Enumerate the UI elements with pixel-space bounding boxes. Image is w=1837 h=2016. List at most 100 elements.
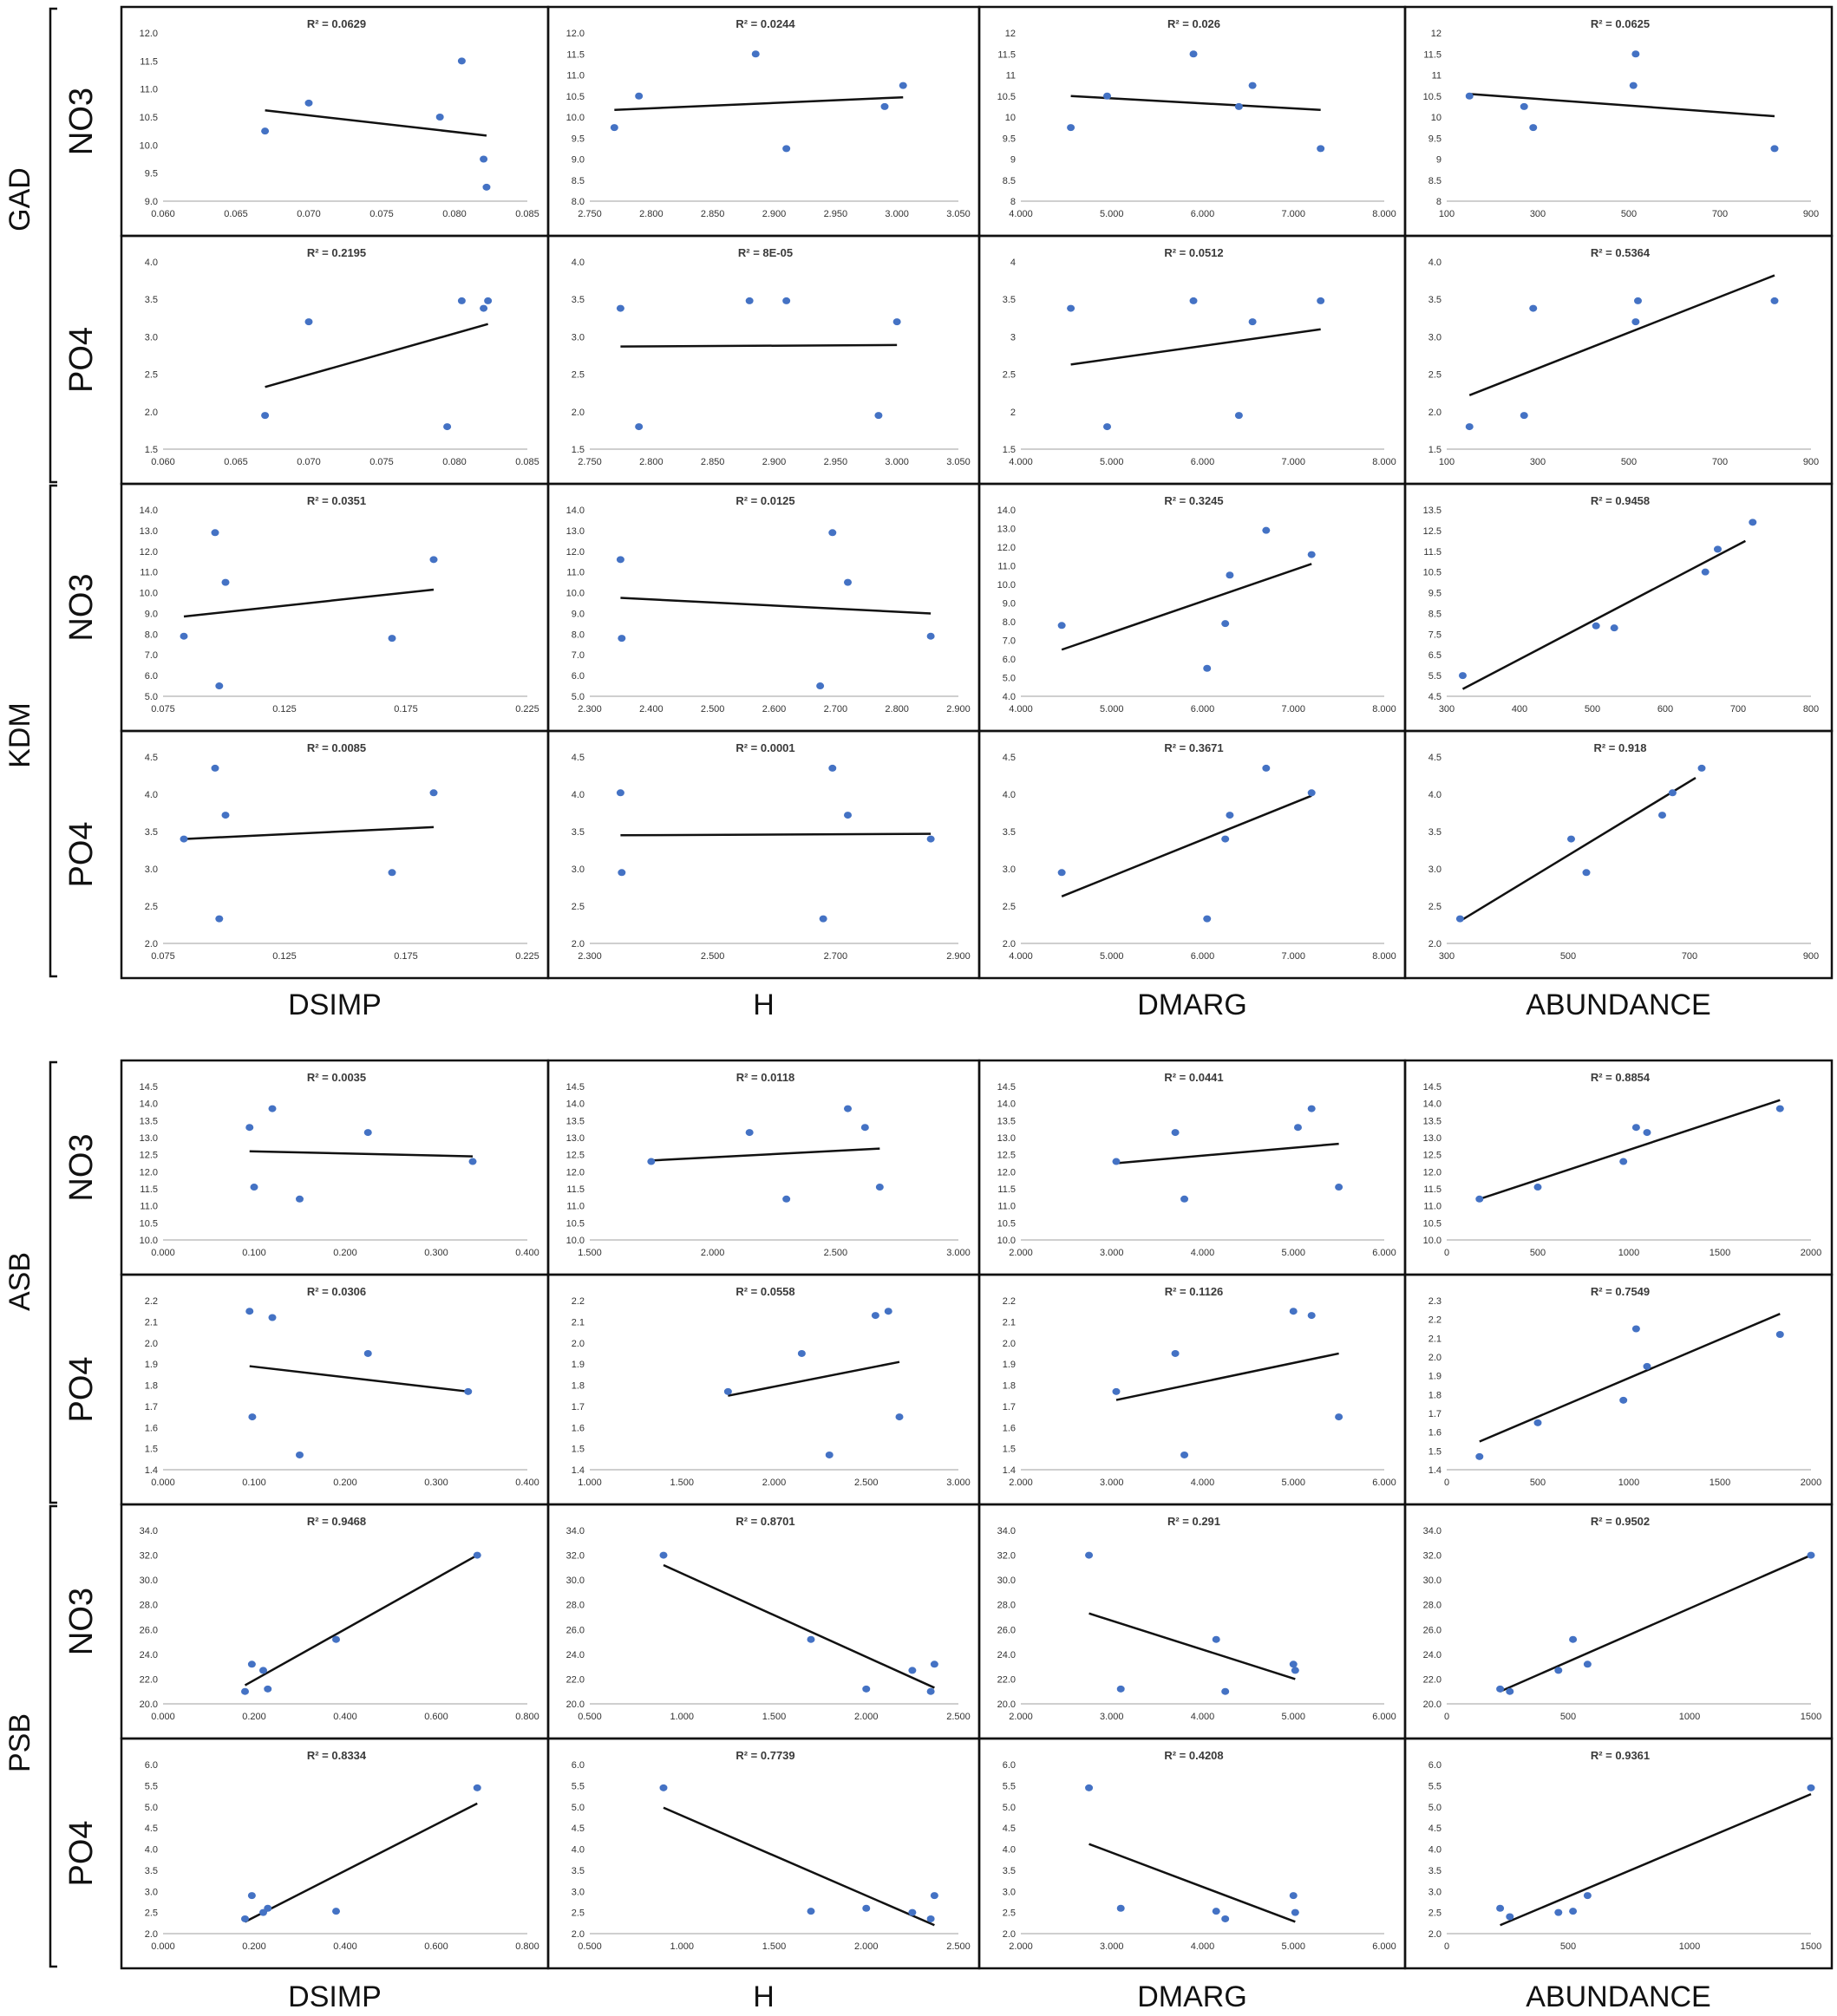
y-tick-label: 3.5 xyxy=(1428,1866,1441,1876)
data-point xyxy=(388,869,396,877)
y-tick-label: 8.0 xyxy=(1003,617,1016,628)
data-point xyxy=(1307,551,1316,558)
y-tick-label: 2.0 xyxy=(145,408,158,418)
data-point xyxy=(1203,664,1212,672)
data-point xyxy=(1554,1667,1563,1674)
data-point xyxy=(635,92,644,100)
data-point xyxy=(215,682,224,690)
data-point xyxy=(1569,1635,1578,1643)
x-tick-label: 3.000 xyxy=(946,1478,971,1488)
x-tick-label: 2.500 xyxy=(824,1248,848,1258)
data-point xyxy=(616,556,624,564)
r-squared-label: R² = 0.7739 xyxy=(735,1749,794,1762)
data-point xyxy=(844,1105,852,1112)
y-tick-label: 1.7 xyxy=(1428,1409,1441,1419)
y-tick-label: 22.0 xyxy=(566,1674,585,1685)
x-tick-label: 0.200 xyxy=(333,1478,357,1488)
panel-frame xyxy=(546,482,981,733)
x-tick-label: 2.000 xyxy=(1009,1478,1033,1488)
x-tick-label: 4.000 xyxy=(1009,209,1033,219)
y-tick-label: 14.0 xyxy=(140,506,158,516)
data-point xyxy=(1291,1908,1299,1916)
x-tick-label: 2.000 xyxy=(762,1478,787,1488)
panel-frame xyxy=(977,1059,1407,1276)
y-tick-label: 2.0 xyxy=(572,1929,585,1940)
y-tick-label: 13.0 xyxy=(140,526,158,537)
y-tick-label: 3.0 xyxy=(145,864,158,875)
x-tick-label: 0.175 xyxy=(394,704,418,714)
r-squared-label: R² = 0.9458 xyxy=(1591,494,1650,507)
data-point xyxy=(1203,915,1212,923)
y-tick-label: 14.5 xyxy=(566,1082,585,1093)
x-tick-label: 2.850 xyxy=(701,457,725,467)
x-tick-label: 1500 xyxy=(1801,1712,1821,1722)
y-tick-label: 8.5 xyxy=(1003,176,1016,186)
data-point xyxy=(926,835,935,843)
data-point xyxy=(1529,124,1538,132)
data-point xyxy=(616,789,624,797)
y-tick-label: 10.5 xyxy=(1423,568,1441,578)
y-tick-label: 1.4 xyxy=(572,1465,585,1476)
data-point xyxy=(1085,1784,1094,1791)
bracket-psb xyxy=(49,1504,57,1968)
x-tick-label: 6.000 xyxy=(1191,457,1215,467)
data-point xyxy=(875,1184,884,1191)
x-tick-label: 2.850 xyxy=(701,209,725,219)
y-tick-label: 4.5 xyxy=(1003,1824,1016,1834)
y-tick-label: 2.5 xyxy=(572,370,585,381)
data-point xyxy=(844,578,852,586)
trend-line xyxy=(1115,1352,1339,1401)
r-squared-label: R² = 0.9468 xyxy=(307,1515,366,1528)
y-tick-label: 6.0 xyxy=(1003,655,1016,665)
y-tick-label: 10.0 xyxy=(566,113,585,123)
data-point xyxy=(1533,1184,1542,1191)
data-point xyxy=(1116,1685,1125,1693)
y-tick-label: 26.0 xyxy=(566,1625,585,1635)
panel-psb-no3-abundance: 20.0 22.0 24.0 26.0 28.0 30.0 32.0 34.0 0 500 1000… xyxy=(1403,1503,1834,1740)
x-tick-label: 7.000 xyxy=(1281,704,1305,714)
y-tick-label: 2.2 xyxy=(1428,1315,1441,1326)
data-point xyxy=(1234,102,1243,110)
panel-frame xyxy=(546,1059,981,1276)
panel-frame xyxy=(1403,729,1834,980)
y-tick-label: 1.7 xyxy=(1003,1402,1016,1413)
y-tick-label: 2.0 xyxy=(1003,1339,1016,1349)
data-point xyxy=(247,1660,256,1668)
y-tick-label: 20.0 xyxy=(997,1700,1016,1710)
y-tick-label: 4.5 xyxy=(1003,753,1016,763)
y-tick-label: 3.0 xyxy=(1428,864,1441,875)
trend-line xyxy=(1061,794,1312,897)
data-point xyxy=(1643,1362,1651,1370)
y-tick-label: 11.5 xyxy=(997,1184,1016,1195)
y-tick-label: 10.5 xyxy=(997,1218,1016,1229)
x-tick-label: 500 xyxy=(1530,1248,1546,1258)
bracket-gad xyxy=(49,7,57,484)
data-point xyxy=(480,304,488,312)
panel-asb-no3-dmarg: 10.0 10.5 11.0 11.5 12.0 12.5 13.0 13.5 14.0 14.5… xyxy=(977,1059,1407,1276)
y-tick-label: 4.0 xyxy=(572,258,585,268)
x-tick-label: 0.400 xyxy=(333,1712,357,1722)
y-tick-label: 1.5 xyxy=(572,445,585,455)
x-tick-label: 0.085 xyxy=(515,457,539,467)
x-tick-label: 100 xyxy=(1439,209,1455,219)
x-tick-label: 600 xyxy=(1657,704,1673,714)
x-tick-label: 4.000 xyxy=(1191,1478,1215,1488)
trend-line xyxy=(265,323,488,388)
y-tick-label: 11.0 xyxy=(140,85,158,95)
r-squared-label: R² = 0.0558 xyxy=(735,1285,794,1298)
data-point xyxy=(1262,526,1271,534)
y-tick-label: 12.0 xyxy=(997,543,1016,553)
trend-line xyxy=(244,1802,478,1923)
x-tick-label: 0.300 xyxy=(424,1248,448,1258)
y-tick-label: 13.0 xyxy=(566,526,585,537)
y-tick-label: 1.5 xyxy=(1428,1446,1441,1457)
data-point xyxy=(261,127,270,135)
x-tick-label: 700 xyxy=(1682,951,1697,962)
data-point xyxy=(1631,1124,1640,1132)
y-tick-label: 4.0 xyxy=(1003,790,1016,800)
y-tick-label: 13.0 xyxy=(1423,1133,1441,1144)
y-tick-label: 4.0 xyxy=(145,790,158,800)
row-label-po4: PO4 xyxy=(63,1356,100,1422)
y-tick-label: 3.5 xyxy=(1428,295,1441,305)
data-point xyxy=(871,1312,879,1320)
